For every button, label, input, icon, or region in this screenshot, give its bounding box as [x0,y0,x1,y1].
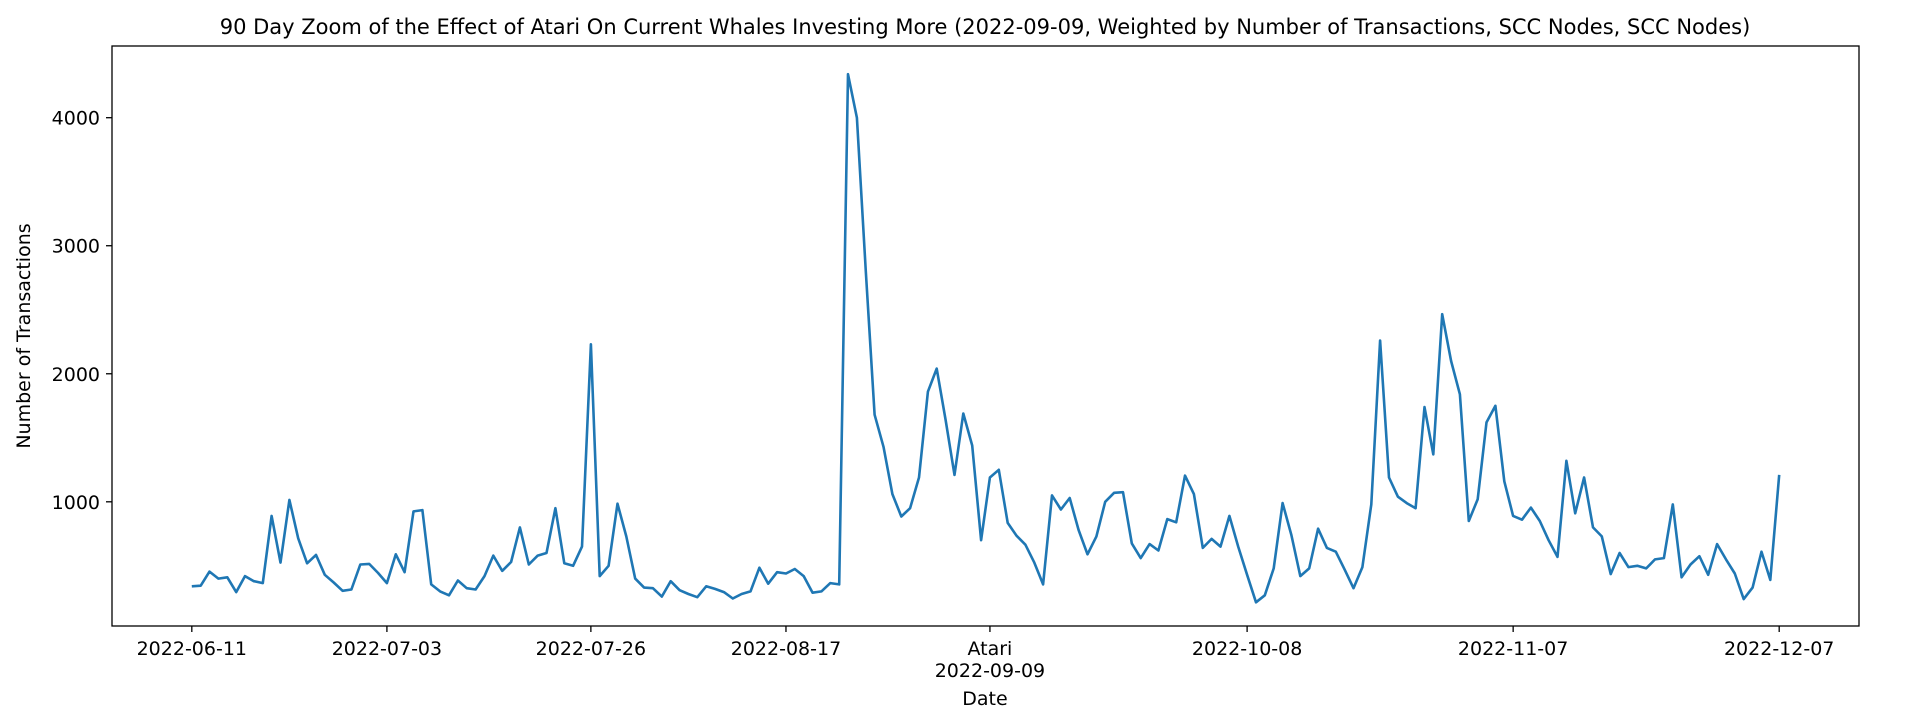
plot-frame [111,45,1860,627]
x-tick-label: 2022-07-26 [536,638,646,660]
y-tick-label: 3000 [52,236,100,258]
y-axis-label: Number of Transactions [13,223,35,448]
chart-title: 90 Day Zoom of the Effect of Atari On Cu… [220,15,1751,39]
y-tick-label: 2000 [52,364,100,386]
x-axis-ticks: 2022-06-11 2022-07-03 2022-07-26 2022-08-17… [137,626,1834,682]
series-line-0 [191,72,1781,604]
x-axis-label: Date [962,688,1007,710]
x-tick-label: 2022-10-08 [1192,638,1302,660]
y-tick-label: 1000 [52,492,100,514]
x-tick-label: 2022-06-11 [137,638,247,660]
x-tick-label: 2022-12-07 [1724,638,1834,660]
x-tick-label: 2022-07-03 [332,638,442,660]
x-tick-label: 2022-08-17 [731,638,841,660]
x-tick-label: 2022-11-07 [1458,638,1568,660]
atari-annotation-label: Atari [967,638,1012,660]
y-tick-label: 4000 [52,108,100,130]
x-tick-label: 2022-09-09 [935,660,1045,682]
y-axis-ticks: 1000 2000 3000 4000 [52,108,112,514]
plot-area [191,72,1781,604]
